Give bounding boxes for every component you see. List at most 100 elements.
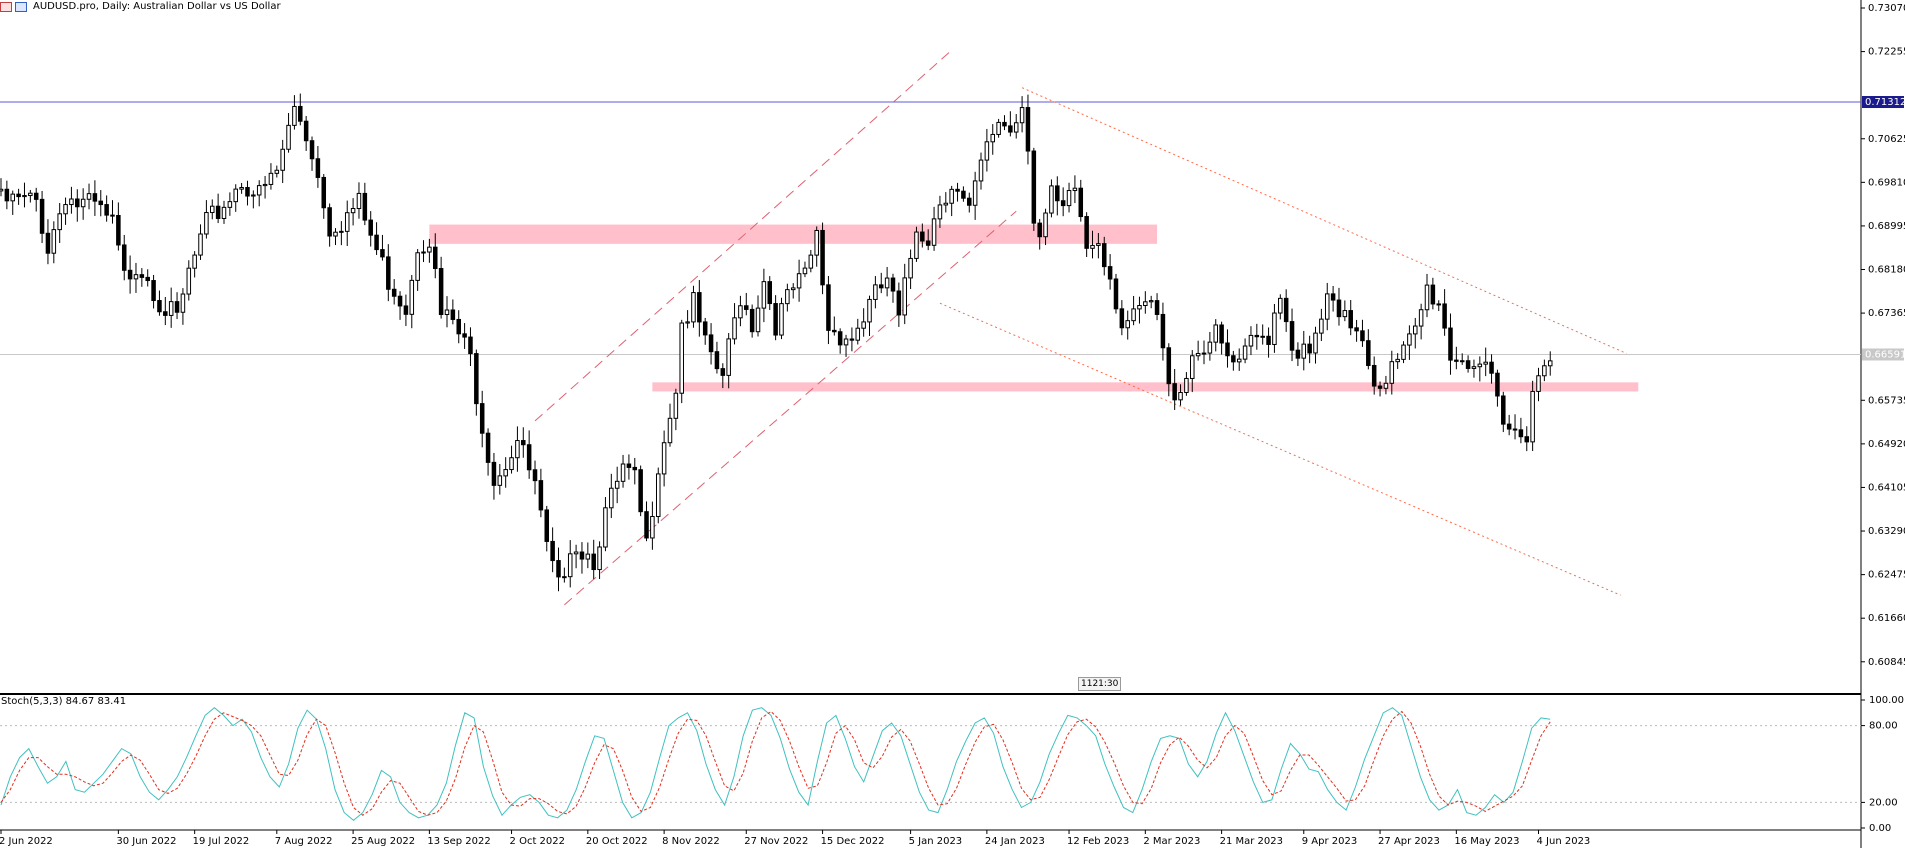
- candle-body: [1454, 359, 1459, 362]
- candle: [1506, 414, 1512, 436]
- candle-body: [579, 551, 585, 560]
- candle: [609, 473, 614, 519]
- candle-body: [221, 206, 227, 219]
- candle: [28, 189, 33, 203]
- candle: [1166, 343, 1172, 397]
- candle: [121, 234, 127, 281]
- candle-body: [1530, 390, 1535, 443]
- candle: [438, 256, 444, 319]
- candle-body: [198, 233, 203, 256]
- candle: [98, 190, 104, 217]
- candle-body: [603, 507, 608, 548]
- candle: [1101, 236, 1107, 276]
- candle-body: [1465, 360, 1471, 369]
- candle-body: [1272, 312, 1277, 345]
- candle: [949, 185, 954, 217]
- candle-body: [573, 551, 579, 555]
- candle: [1383, 375, 1389, 395]
- candle-body: [1190, 355, 1195, 379]
- candle: [397, 291, 403, 320]
- candle: [1348, 299, 1353, 336]
- candle-body: [450, 309, 456, 320]
- candle-body: [121, 244, 127, 271]
- candle: [468, 327, 473, 366]
- candle-body: [1524, 436, 1530, 443]
- candle: [1366, 329, 1371, 370]
- candle: [538, 468, 544, 518]
- candle: [1454, 346, 1459, 370]
- stoch-tick-label: 80.00: [1869, 721, 1898, 732]
- candle: [1465, 355, 1471, 373]
- candle: [497, 463, 503, 495]
- candle-body: [1448, 327, 1453, 361]
- falling-channel-lower: [939, 302, 1621, 596]
- candle: [1260, 324, 1265, 345]
- candle-body: [1049, 185, 1054, 214]
- chart-type-icon[interactable]: [15, 1, 27, 12]
- candle-body: [16, 193, 21, 198]
- candle-body: [1260, 335, 1265, 338]
- candle-body: [767, 281, 773, 305]
- candle: [1019, 96, 1025, 133]
- chart-settings-icon[interactable]: [0, 1, 12, 12]
- channel-trendlines: [534, 49, 1627, 606]
- candle-body: [908, 257, 913, 279]
- time-tick-label: 27 Apr 2023: [1378, 836, 1440, 847]
- candle-body: [344, 212, 350, 232]
- candle-body: [339, 230, 344, 233]
- candle: [110, 200, 115, 224]
- candle: [1137, 296, 1142, 324]
- candle-body: [1101, 243, 1107, 268]
- candle-body: [1418, 309, 1424, 327]
- candle: [773, 295, 778, 341]
- time-tick-label: 9 Apr 2023: [1302, 836, 1357, 847]
- candle: [585, 542, 591, 569]
- candle-body: [744, 305, 749, 310]
- candle-body: [274, 169, 280, 174]
- candle: [427, 238, 432, 263]
- candle: [432, 233, 438, 279]
- candle-body: [726, 338, 731, 376]
- candle-body: [1231, 355, 1236, 363]
- candle-body: [1436, 303, 1442, 306]
- candle-body: [1060, 200, 1066, 207]
- candle: [157, 290, 162, 316]
- candle-body: [1377, 385, 1383, 389]
- candle: [1060, 187, 1066, 217]
- candle: [661, 430, 667, 487]
- candle: [755, 295, 761, 337]
- candle-body: [503, 469, 508, 477]
- candle-body: [820, 229, 825, 286]
- candle-body: [139, 274, 145, 278]
- candle: [1013, 114, 1019, 139]
- candle: [92, 180, 98, 216]
- candle-body: [75, 198, 80, 208]
- candle-body: [1254, 334, 1260, 338]
- candle: [1336, 287, 1342, 326]
- candle: [814, 226, 819, 267]
- candle-body: [509, 457, 514, 471]
- candle: [16, 188, 21, 205]
- candle-body: [186, 267, 192, 295]
- candle-body: [1371, 364, 1377, 387]
- candle-body: [397, 295, 403, 307]
- candle: [86, 183, 92, 210]
- candle-body: [145, 276, 150, 282]
- stoch-tick-label: 20.00: [1869, 797, 1898, 808]
- candle: [1213, 319, 1219, 352]
- candle-body: [521, 440, 526, 446]
- candle-body: [1407, 333, 1412, 346]
- candle: [10, 190, 15, 215]
- candle-body: [380, 249, 385, 258]
- time-tick-label: 4 Jun 2023: [1537, 836, 1591, 847]
- candle-body: [1225, 342, 1230, 357]
- candle: [268, 163, 274, 190]
- candle-body: [949, 188, 954, 204]
- candle: [444, 296, 450, 328]
- candle: [69, 186, 74, 214]
- candle-body: [1283, 297, 1289, 323]
- time-tick-label: 2 Oct 2022: [510, 836, 565, 847]
- candle: [215, 193, 221, 224]
- candle-body: [1295, 349, 1301, 359]
